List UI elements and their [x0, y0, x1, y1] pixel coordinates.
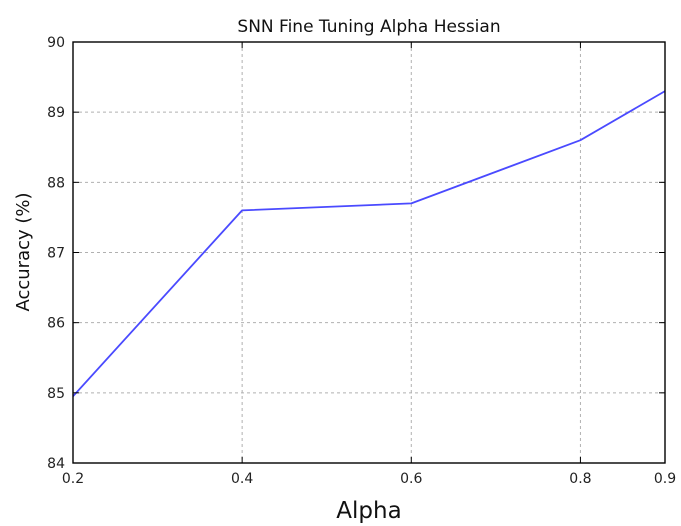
x-tick-label: 0.2 — [62, 471, 84, 487]
y-tick-label: 89 — [47, 105, 65, 121]
series-layer — [72, 90, 666, 397]
chart-title: SNN Fine Tuning Alpha Hessian — [237, 17, 500, 37]
y-axis-title: Accuracy (%) — [13, 192, 34, 311]
x-tick-label: 0.8 — [569, 471, 591, 487]
y-tick-label: 86 — [47, 316, 65, 332]
x-tick-label: 0.9 — [654, 471, 676, 487]
y-tick-label: 84 — [47, 456, 65, 472]
tick-layer: 0.2 0.4 0.6 0.8 0.9 84 85 86 87 88 89 90 — [47, 35, 676, 487]
y-tick-label: 85 — [47, 386, 65, 402]
plot-area-frame — [72, 41, 666, 464]
grid-layer — [73, 42, 665, 463]
accuracy-series-line — [72, 90, 666, 397]
x-tick-label: 0.6 — [400, 471, 422, 487]
x-tick-label: 0.4 — [231, 471, 253, 487]
y-tick-label: 87 — [47, 246, 65, 262]
y-tick-label: 88 — [47, 175, 65, 191]
y-tick-label: 90 — [47, 35, 65, 51]
x-axis-title: Alpha — [336, 498, 401, 524]
